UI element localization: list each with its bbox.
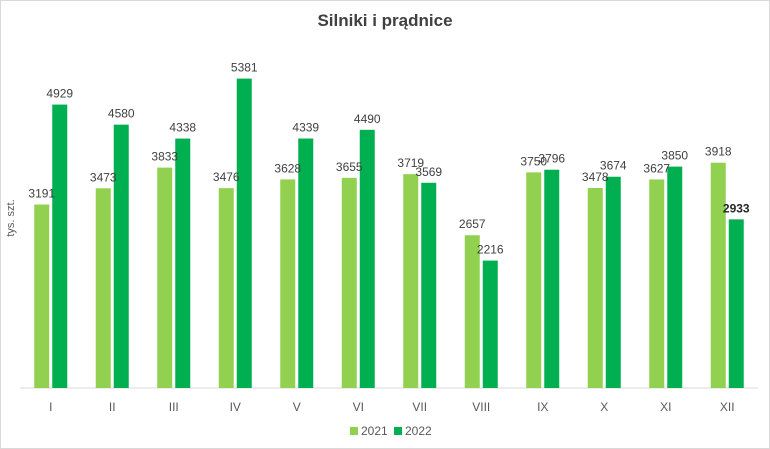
- bar-2021-I: [34, 204, 50, 388]
- data-label-2021-VII: 3719: [397, 156, 424, 170]
- data-label-2022-IX: 3796: [538, 152, 565, 166]
- x-tick-I: I: [49, 400, 52, 414]
- x-tick-IX: IX: [537, 400, 548, 414]
- data-label-2021-III: 3833: [151, 150, 178, 164]
- data-label-2021-XI: 3627: [643, 161, 670, 175]
- x-tick-VII: VII: [412, 400, 427, 414]
- y-axis-label: tys. szt.: [5, 199, 17, 236]
- bar-2022-III: [175, 138, 191, 388]
- bar-2022-VII: [421, 182, 437, 388]
- bar-2021-X: [587, 188, 603, 388]
- bar-2021-IV: [218, 188, 234, 388]
- data-label-2022-V: 4339: [292, 121, 319, 135]
- bar-2021-VII: [403, 174, 419, 388]
- data-label-2022-VIII: 2216: [477, 243, 504, 257]
- x-tick-VI: VI: [353, 400, 364, 414]
- data-label-2022-VI: 4490: [354, 112, 381, 126]
- legend-label-2021[interactable]: 2021: [361, 424, 388, 438]
- bar-2022-V: [298, 138, 314, 388]
- data-label-2021-X: 3478: [582, 170, 609, 184]
- bar-2021-VIII: [464, 235, 480, 388]
- bar-2021-XII: [710, 162, 726, 388]
- x-tick-X: X: [600, 400, 608, 414]
- data-label-2022-XII: 2933: [723, 201, 750, 215]
- chart-title: Silniki i prądnice: [317, 11, 452, 30]
- x-tick-labels: I II III IV V VI VII VIII IX X XI XII: [49, 400, 735, 414]
- legend-swatch-2022: [394, 427, 402, 435]
- bar-2022-I: [52, 104, 68, 389]
- bar-2022-VI: [359, 129, 375, 388]
- data-label-2021-XII: 3918: [705, 145, 732, 159]
- bar-2022-X: [605, 176, 621, 388]
- bar-2021-IX: [526, 172, 542, 388]
- bar-2021-III: [157, 167, 173, 388]
- data-label-2021-VI: 3655: [336, 160, 363, 174]
- x-tick-XI: XI: [660, 400, 671, 414]
- data-labels-group: 3191 4929 3473 4580 3833 4338 3476 5381 3628 4339…: [28, 61, 750, 257]
- data-label-2021-I: 3191: [28, 187, 55, 201]
- bar-2022-VIII: [482, 260, 498, 388]
- data-label-2021-V: 3628: [274, 161, 301, 175]
- x-tick-V: V: [293, 400, 301, 414]
- x-tick-III: III: [169, 400, 179, 414]
- data-label-2022-IV: 5381: [231, 61, 258, 75]
- data-label-2021-IX: 3750: [520, 154, 547, 168]
- bar-2021-II: [95, 188, 111, 388]
- data-label-2022-III: 4338: [169, 121, 196, 135]
- bar-2021-V: [280, 179, 296, 388]
- bars-group: [34, 78, 744, 389]
- x-tick-XII: XII: [720, 400, 735, 414]
- x-tick-IV: IV: [230, 400, 241, 414]
- bar-2022-IX: [544, 169, 560, 388]
- bar-2022-XII: [728, 219, 744, 388]
- legend-label-2022[interactable]: 2022: [405, 424, 432, 438]
- data-label-2021-VIII: 2657: [459, 217, 486, 231]
- data-label-2021-II: 3473: [90, 170, 117, 184]
- data-label-2022-VII: 3569: [415, 165, 442, 179]
- x-tick-VIII: VIII: [472, 400, 490, 414]
- data-label-2022-I: 4929: [46, 87, 73, 101]
- data-label-2022-X: 3674: [600, 159, 627, 173]
- bar-2022-IV: [236, 78, 252, 388]
- bar-2022-XI: [667, 166, 683, 388]
- bar-2021-VI: [341, 177, 357, 388]
- legend-swatch-2021: [350, 427, 358, 435]
- data-label-2022-II: 4580: [108, 107, 135, 121]
- data-label-2022-XI: 3850: [661, 149, 688, 163]
- bar-2022-II: [113, 124, 129, 389]
- data-label-2021-IV: 3476: [213, 170, 240, 184]
- bar-2021-XI: [649, 179, 665, 388]
- x-tick-II: II: [109, 400, 116, 414]
- legend[interactable]: 2021 2022: [350, 424, 432, 438]
